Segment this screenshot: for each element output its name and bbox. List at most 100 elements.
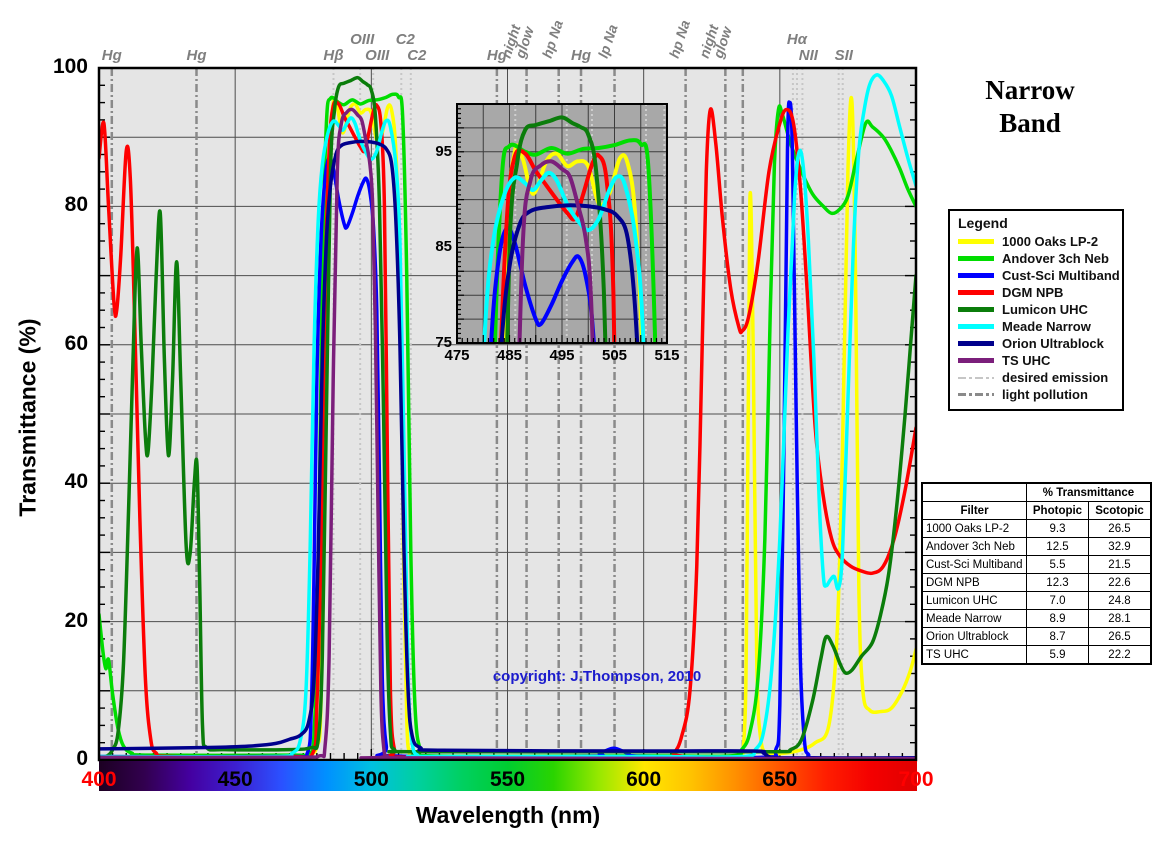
curve-lumicon-uhc: [99, 75, 916, 759]
curve-orion-ultrablock: [99, 139, 916, 760]
legend-item-label: Orion Ultrablock: [1002, 336, 1104, 351]
legend-item-label: Meade Narrow: [1002, 319, 1091, 334]
curve-cust-sci-multiband: [99, 100, 916, 760]
legend-item-label: desired emission: [1002, 370, 1109, 385]
inset-curve: [489, 225, 596, 343]
transmittance-table-body: 1000 Oaks LP-2 9.3 26.5 Andover 3ch Neb 12.5…: [921, 519, 1152, 665]
legend-item-label: TS UHC: [1002, 353, 1051, 368]
legend-item-label: Cust-Sci Multiband: [1002, 268, 1120, 283]
transmittance-table-head: % Transmittance Filter Photopic Scotopic: [921, 482, 1152, 520]
table-column-header: Photopic: [1026, 501, 1089, 520]
legend-item: Meade Narrow: [958, 318, 1114, 335]
legend-item: DGM NPB: [958, 284, 1114, 301]
table-row: Andover 3ch Neb 12.5 32.9: [921, 537, 1152, 556]
transmittance-value-cell: 5.5: [1026, 555, 1089, 574]
legend-item-label: Andover 3ch Neb: [1002, 251, 1109, 266]
legend-swatch: [958, 273, 994, 278]
filter-name-cell: Cust-Sci Multiband: [921, 555, 1027, 574]
legend-item-label: light pollution: [1002, 387, 1088, 402]
inset-curve: [517, 159, 595, 343]
inset-curve: [499, 148, 617, 343]
main-plot-border: [97, 66, 918, 762]
x-tick-label: 650: [762, 768, 798, 791]
inset-curve: [482, 170, 646, 343]
transmittance-value-cell: 21.5: [1088, 555, 1152, 574]
transmittance-value-cell: 9.3: [1026, 519, 1089, 538]
transmittance-value-cell: 32.9: [1088, 537, 1152, 556]
legend-swatch: [958, 358, 994, 363]
y-tick-label: 20: [64, 608, 88, 632]
filter-name-cell: Lumicon UHC: [921, 591, 1027, 610]
y-tick-label: 80: [64, 193, 88, 217]
legend-item: Orion Ultrablock: [958, 335, 1114, 352]
emission-label: Hg: [486, 47, 507, 64]
transmittance-value-cell: 22.6: [1088, 573, 1152, 592]
legend-item: 1000 Oaks LP-2: [958, 233, 1114, 250]
filter-name-cell: Meade Narrow: [921, 609, 1027, 628]
table-corner-cell: [921, 482, 1027, 502]
inset-curve: [493, 138, 658, 343]
filter-name-cell: 1000 Oaks LP-2: [921, 519, 1027, 538]
x-tick-label: 550: [489, 768, 526, 791]
main-grid: [99, 68, 916, 760]
legend-item: desired emission: [958, 369, 1114, 386]
inset-curve: [499, 203, 640, 343]
transmittance-value-cell: 24.8: [1088, 591, 1152, 610]
inset-x-tick-label: 485: [496, 347, 523, 364]
legend-swatch: [958, 341, 994, 346]
table-row: Orion Ultrablock 8.7 26.5: [921, 627, 1152, 646]
legend-item-label: 1000 Oaks LP-2: [1002, 234, 1099, 249]
inset-curve: [504, 115, 608, 343]
transmittance-value-cell: 8.7: [1026, 627, 1089, 646]
legend-swatch: [958, 307, 994, 312]
legend-items: 1000 Oaks LP-2 Andover 3ch Neb Cust-Sci Mu…: [958, 233, 1120, 403]
inset-y-tick-label: 95: [435, 142, 452, 160]
filter-name-cell: Andover 3ch Neb: [921, 537, 1027, 556]
filter-name-cell: Orion Ultrablock: [921, 627, 1027, 646]
inset-y-tick-label: 85: [435, 238, 452, 256]
filter-name-cell: TS UHC: [921, 645, 1027, 665]
emission-label: Hα: [786, 31, 808, 48]
table-group-header: % Transmittance: [1026, 482, 1152, 502]
curve-dgm-npb: [99, 99, 916, 760]
x-tick-label: 500: [353, 768, 389, 791]
legend-title: Legend: [958, 215, 1008, 231]
inset-x-tick-label: 475: [444, 347, 470, 364]
legend-item: TS UHC: [958, 352, 1114, 369]
table-row: Meade Narrow 8.9 28.1: [921, 609, 1152, 628]
emission-label: Hg: [571, 47, 592, 64]
curve-ts-uhc: [99, 107, 916, 760]
emission-label: SII: [834, 47, 853, 64]
legend-item: Cust-Sci Multiband: [958, 267, 1120, 284]
filter-curves: [99, 73, 916, 760]
legend-dash-swatch: [958, 376, 994, 379]
x-tick-label: 700: [898, 768, 934, 791]
page-title-line2: Band: [999, 108, 1061, 138]
y-tick-label: 60: [64, 331, 88, 355]
transmittance-value-cell: 5.9: [1026, 645, 1089, 665]
legend-swatch: [958, 239, 994, 244]
transmittance-value-cell: 26.5: [1088, 519, 1152, 538]
legend: Legend 1000 Oaks LP-2 Andover 3ch Neb Cust…: [948, 209, 1124, 411]
table-row: 1000 Oaks LP-2 9.3 26.5: [921, 519, 1152, 538]
transmittance-value-cell: 7.0: [1026, 591, 1089, 610]
inset-x-tick-label: 495: [549, 347, 575, 364]
legend-swatch: [958, 256, 994, 261]
legend-dash-swatch: [958, 393, 994, 396]
transmittance-value-cell: 12.3: [1026, 573, 1089, 592]
inset-curve: [502, 143, 644, 343]
x-tick-label: 600: [626, 768, 662, 791]
legend-swatch: [958, 290, 994, 295]
x-tick-label: 400: [81, 768, 117, 791]
table-row: DGM NPB 12.3 22.6: [921, 573, 1152, 592]
legend-item: light pollution: [958, 386, 1114, 403]
emission-label: NII: [798, 47, 818, 64]
legend-item-label: Lumicon UHC: [1002, 302, 1088, 317]
transmittance-value-cell: 22.2: [1088, 645, 1152, 665]
emission-label: C2: [395, 31, 415, 48]
spectrum-color-bar: [99, 761, 917, 791]
filter-name-cell: DGM NPB: [921, 573, 1027, 592]
inset-x-tick-label: 515: [654, 347, 680, 364]
